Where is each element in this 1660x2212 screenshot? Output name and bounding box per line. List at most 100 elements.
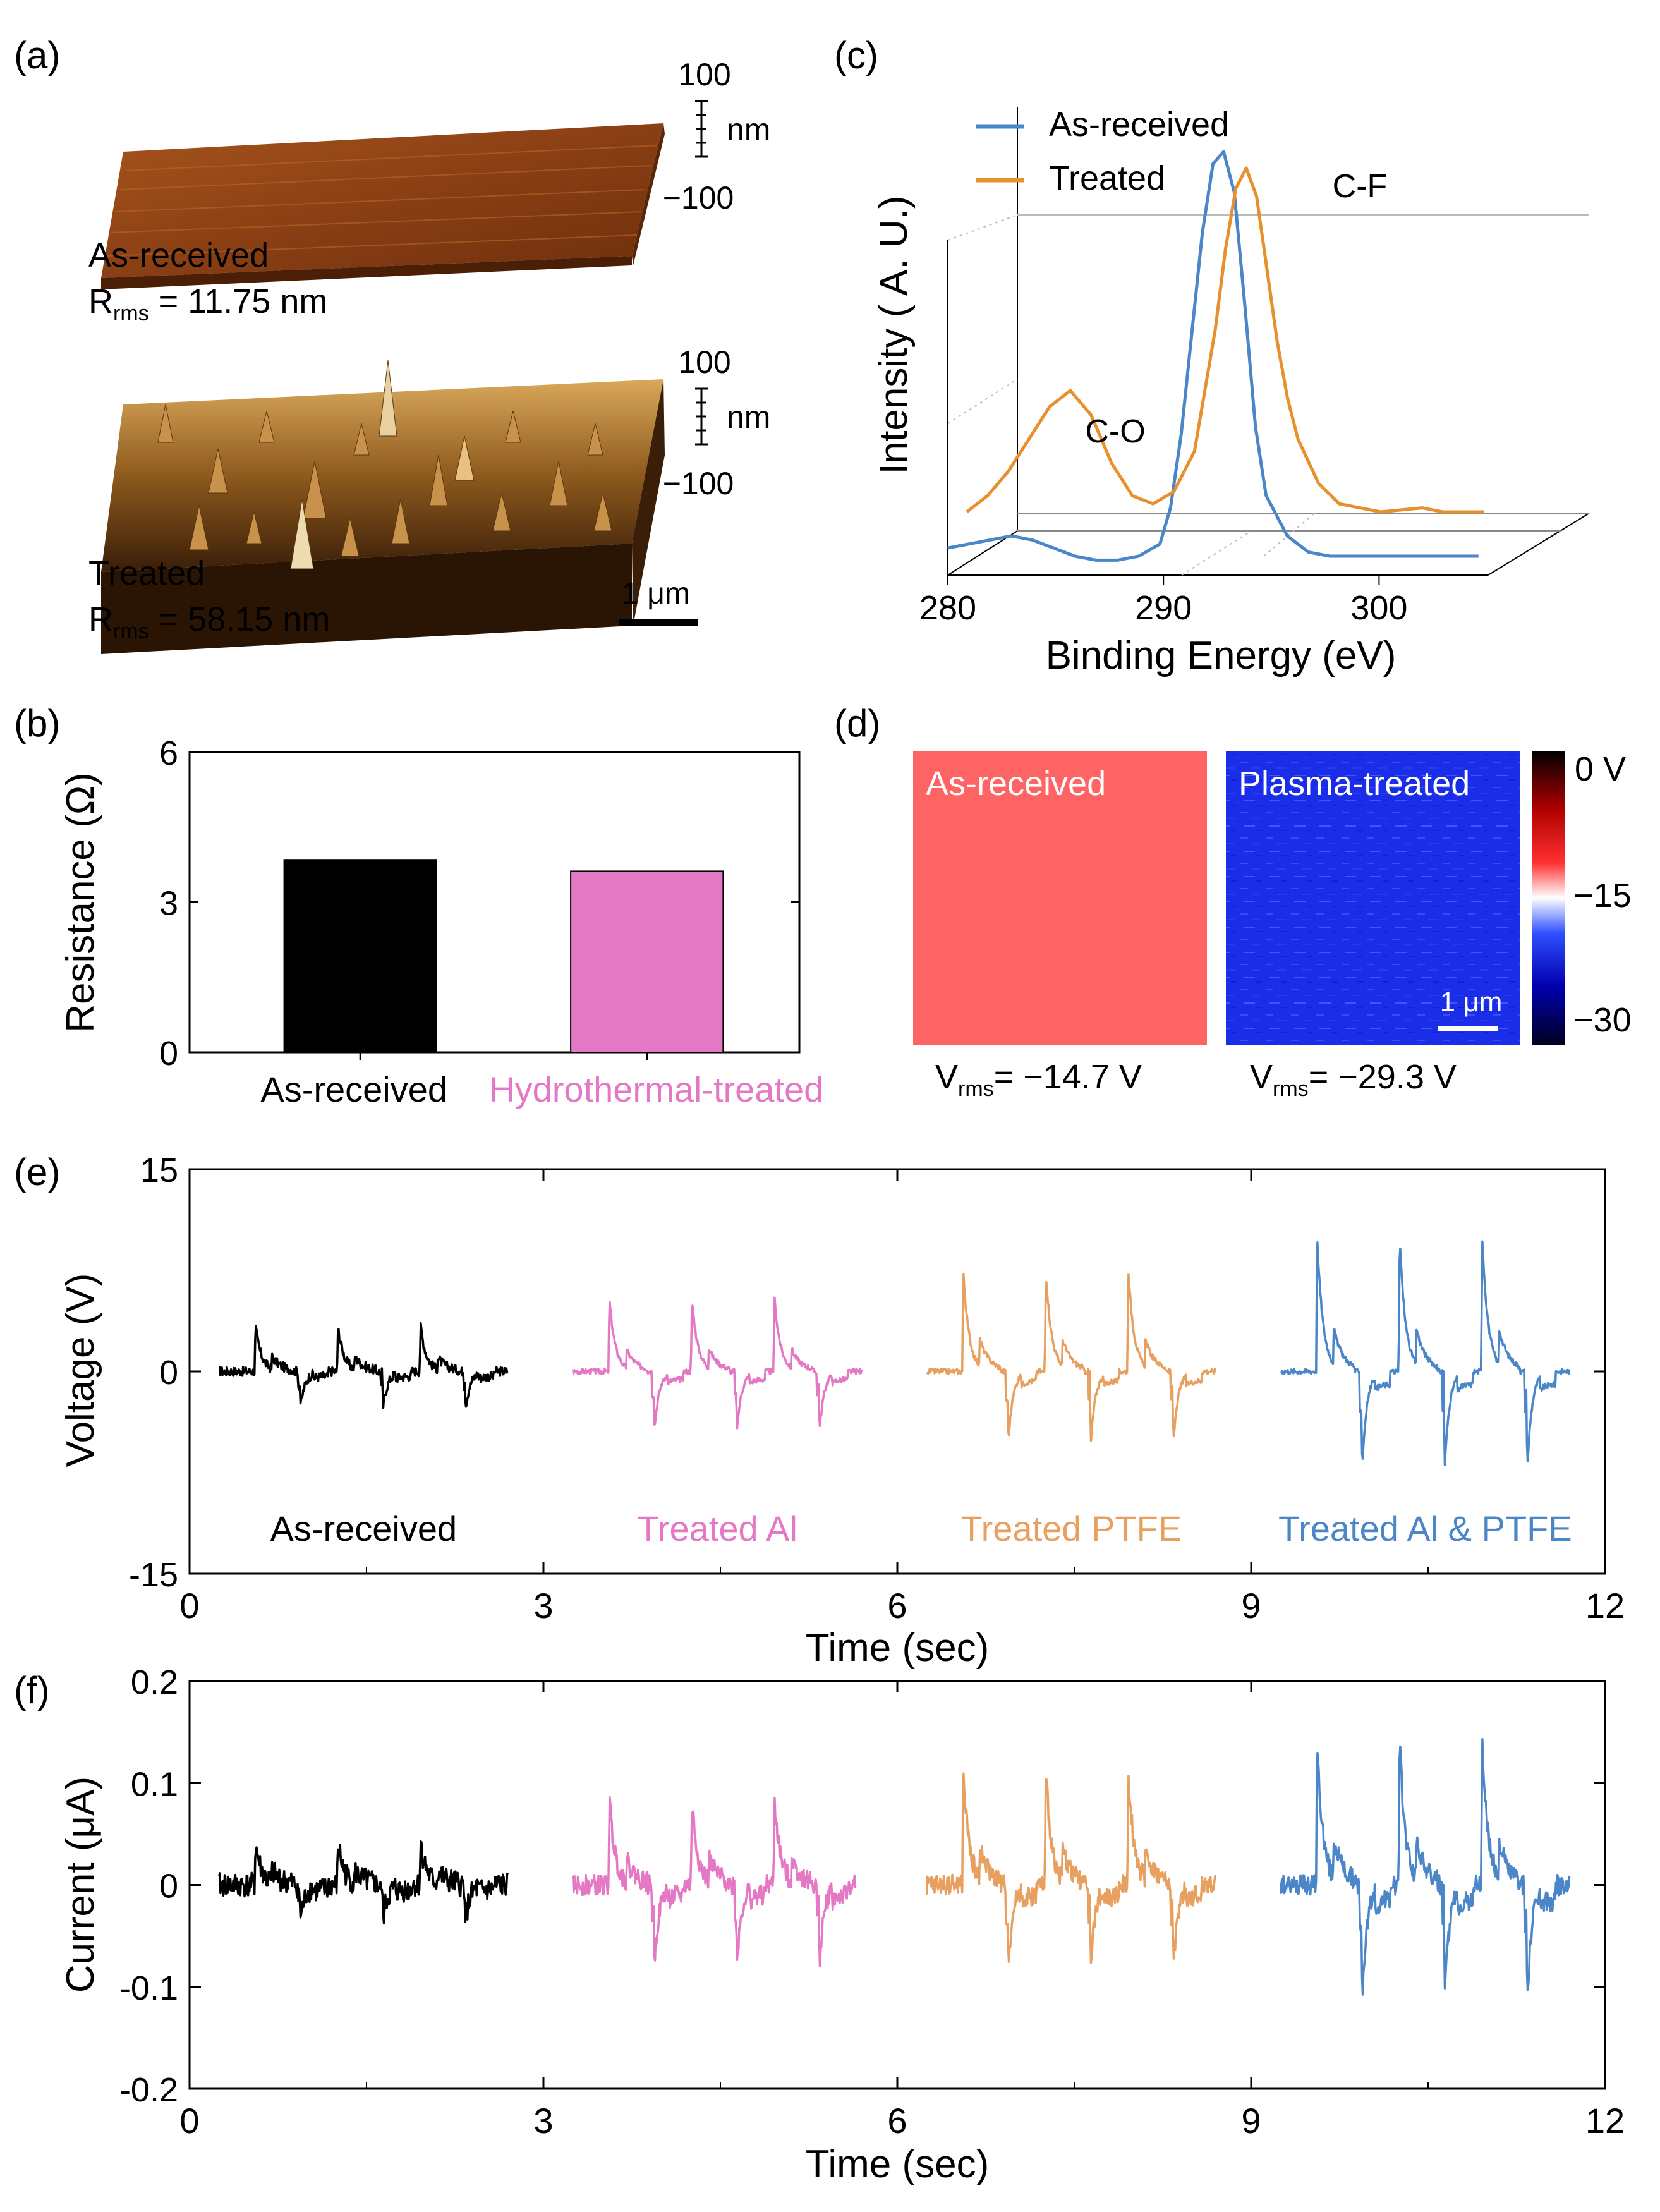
afm-treated-surface <box>101 360 665 654</box>
e-plot-series-label: Treated Al & PTFE <box>1278 1509 1572 1548</box>
kpfm-map-as-received <box>913 751 1207 1045</box>
e-plot-y-tick-label: 0 <box>159 1354 178 1392</box>
xps-peak-label-cf: C-F <box>1333 168 1388 205</box>
colorbar <box>1532 751 1565 1045</box>
panel-c: (c) 280 290 300 As-received Treated C-O C-F… <box>834 34 1590 678</box>
e-plot-y-tick-label: 15 <box>140 1152 178 1189</box>
f-x-axis-title: Time (sec) <box>806 2142 989 2186</box>
b-y-tick-label: 3 <box>159 885 178 923</box>
f-plot-x-tick-label: 6 <box>887 2101 907 2141</box>
current-chart: 0 3 6 9 12 -0.2 -0.1 0 0.1 0.2 <box>119 1663 1625 2141</box>
kpfm-map-plasma-treated <box>1226 751 1520 1045</box>
bar-hydrothermal-treated <box>570 870 724 1053</box>
panel-b: (b) 0 3 6 As-received Hydrothermal-treated R… <box>14 702 823 1109</box>
panel-label-d: (d) <box>834 702 880 744</box>
f-plot-series-treated-al <box>571 1796 857 1968</box>
e-plot-x-tick-label: 9 <box>1241 1586 1261 1626</box>
svg-text:1 μm: 1 μm <box>622 577 690 611</box>
e-plot-x-tick-label: 12 <box>1585 1586 1625 1626</box>
colorbar-tick-0: 0 V <box>1575 750 1626 788</box>
svg-text:−100: −100 <box>663 466 734 501</box>
afm-as-received-surface <box>101 123 665 289</box>
f-y-axis-title: Current (μA) <box>59 1777 102 1993</box>
f-plot-y-tick-label: 0.2 <box>131 1663 178 1701</box>
panel-label-a: (a) <box>14 34 60 76</box>
xps-legend: As-received Treated <box>976 106 1229 197</box>
as-received-label: As-received <box>88 236 269 274</box>
b-y-tick-label: 0 <box>159 1035 178 1073</box>
panel-label-f: (f) <box>14 1669 50 1711</box>
xps-spectra <box>947 150 1484 562</box>
legend-label: Treated <box>1049 159 1165 197</box>
treated-label: Treated <box>88 554 205 592</box>
panel-d: (d) As-received Plasma-treated 1 μm 0 V … <box>834 702 1632 1101</box>
xps-series-treated <box>966 166 1484 514</box>
colorbar-tick-15: −15 <box>1573 877 1632 915</box>
b-category-label: As-received <box>260 1069 447 1109</box>
f-plot-y-tick-label: 0 <box>159 1868 178 1905</box>
svg-text:100: 100 <box>678 344 730 380</box>
e-plot-series-treated-ptfe <box>926 1273 1217 1442</box>
panel-label-c: (c) <box>834 34 878 76</box>
e-plot-series-treated-al <box>571 1296 863 1430</box>
svg-text:−100: −100 <box>663 180 734 216</box>
f-plot-series-as-received <box>217 1840 509 1925</box>
xps-x-tick-label: 300 <box>1350 589 1407 627</box>
z-scale-bottom: 100 nm −100 <box>663 344 771 501</box>
e-plot-x-tick-label: 0 <box>179 1586 199 1626</box>
e-plot-y-tick-label: -15 <box>129 1556 178 1594</box>
panel-a: (a) <box>14 34 770 654</box>
e-plot-series-label: Treated PTFE <box>961 1509 1182 1548</box>
kpfm-title-as-received: As-received <box>926 765 1106 803</box>
b-category-label: Hydrothermal-treated <box>489 1069 823 1109</box>
panel-label-b: (b) <box>14 702 60 744</box>
svg-text:100: 100 <box>678 57 730 92</box>
f-plot-x-tick-label: 3 <box>533 2101 553 2141</box>
xps-x-tick-label: 280 <box>919 589 976 627</box>
vrms-plasma-treated: Vrms= −29.3 V <box>1250 1058 1457 1101</box>
xps-x-axis-title: Binding Energy (eV) <box>1046 634 1396 678</box>
b-y-tick-label: 6 <box>159 734 178 772</box>
xps-x-tick-label: 290 <box>1135 589 1192 627</box>
f-plot-y-tick-label: 0.1 <box>131 1765 178 1803</box>
as-received-rms: Rrms = 11.75 nm <box>88 283 327 325</box>
xps-ticks: 280 290 300 <box>919 575 1407 627</box>
f-plot-x-tick-label: 0 <box>179 2101 199 2141</box>
legend-label: As-received <box>1049 106 1229 143</box>
panel-label-e: (e) <box>14 1151 60 1193</box>
f-plot-y-tick-label: -0.2 <box>119 2071 178 2109</box>
panel-f: (f) 0 3 6 9 12 -0.2 -0.1 0 0.1 0.2 Time (sec) Cur… <box>14 1663 1625 2186</box>
e-plot-series-label: Treated Al <box>638 1509 797 1548</box>
kpfm-title-plasma-treated: Plasma-treated <box>1239 765 1470 803</box>
kpfm-scalebar-label: 1 μm <box>1440 987 1503 1018</box>
treated-rms: Rrms = 58.15 nm <box>88 600 330 643</box>
f-plot-x-tick-label: 9 <box>1241 2101 1261 2141</box>
f-plot-y-tick-label: -0.1 <box>119 1969 178 2007</box>
e-plot-series-label: As-received <box>270 1509 457 1548</box>
svg-text:nm: nm <box>727 399 770 435</box>
f-plot-series-treated-ptfe <box>925 1772 1217 1964</box>
bar-as-received <box>283 859 437 1054</box>
f-plot-series-treated-al-ptfe <box>1279 1738 1571 1996</box>
bar-chart: 0 3 6 As-received Hydrothermal-treated <box>159 734 823 1109</box>
e-plot-series-as-received <box>218 1322 509 1409</box>
z-scale-top: 100 nm −100 <box>663 57 771 216</box>
colorbar-tick-30: −30 <box>1573 1001 1632 1039</box>
svg-text:nm: nm <box>727 112 770 147</box>
afm-scalebar: 1 μm <box>619 577 698 626</box>
vrms-as-received: Vrms= −14.7 V <box>935 1058 1142 1101</box>
xps-series-as-received <box>947 150 1479 562</box>
e-plot-series-treated-al-ptfe <box>1280 1240 1571 1467</box>
xps-box <box>947 107 1590 576</box>
f-plot-x-tick-label: 12 <box>1585 2101 1625 2141</box>
e-x-axis-title: Time (sec) <box>806 1626 989 1670</box>
b-y-axis-title: Resistance (Ω) <box>59 772 102 1033</box>
xps-y-axis-title: Intensity ( A. U.) <box>872 195 916 474</box>
e-plot-x-tick-label: 3 <box>533 1586 553 1626</box>
e-y-axis-title: Voltage (V) <box>59 1273 102 1468</box>
xps-peak-label-co: C-O <box>1085 413 1145 450</box>
e-plot-x-tick-label: 6 <box>887 1586 907 1626</box>
